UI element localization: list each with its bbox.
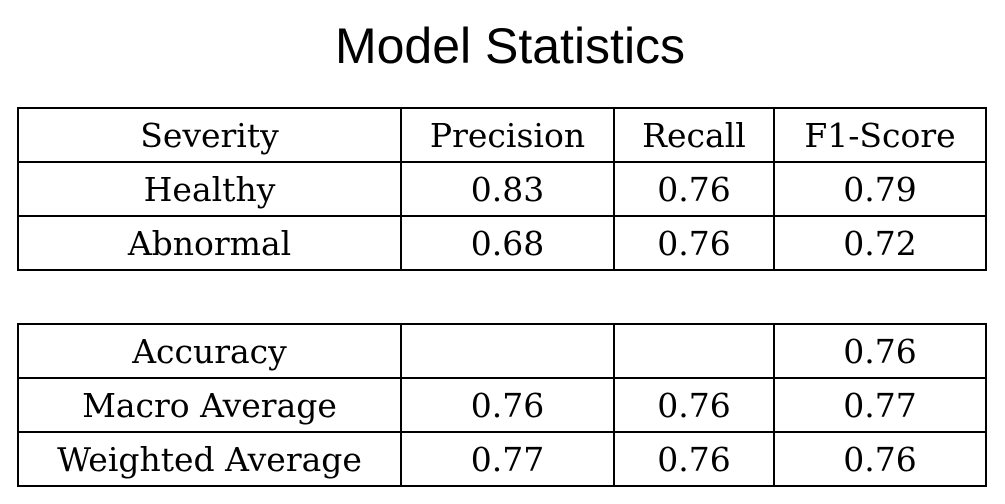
recall-value: 0.76 (613, 431, 775, 487)
row-label: Abnormal (17, 215, 402, 271)
row-label: Healthy (17, 161, 402, 217)
recall-value: 0.76 (613, 161, 775, 217)
summary-metrics-table: Accuracy 0.76 Macro Average 0.76 0.76 0.… (17, 323, 987, 487)
header-recall: Recall (613, 107, 775, 163)
recall-value: 0.76 (613, 215, 775, 271)
row-label: Accuracy (17, 323, 402, 379)
f1-value: 0.76 (773, 323, 987, 379)
table-row: Accuracy 0.76 (17, 323, 987, 379)
header-severity: Severity (17, 107, 402, 163)
precision-value: 0.76 (400, 377, 615, 433)
recall-value: 0.76 (613, 377, 775, 433)
header-precision: Precision (400, 107, 615, 163)
table-row: Abnormal 0.68 0.76 0.72 (17, 215, 987, 271)
table-header-row: Severity Precision Recall F1-Score (17, 107, 987, 163)
precision-value (400, 323, 615, 379)
header-f1-score: F1-Score (773, 107, 987, 163)
f1-value: 0.72 (773, 215, 987, 271)
table-row: Weighted Average 0.77 0.76 0.76 (17, 431, 987, 487)
f1-value: 0.79 (773, 161, 987, 217)
class-metrics-table: Severity Precision Recall F1-Score Healt… (17, 107, 987, 271)
table-row: Healthy 0.83 0.76 0.79 (17, 161, 987, 217)
row-label: Macro Average (17, 377, 402, 433)
page-title: Model Statistics (334, 18, 686, 74)
f1-value: 0.76 (773, 431, 987, 487)
row-label: Weighted Average (17, 431, 402, 487)
precision-value: 0.83 (400, 161, 615, 217)
recall-value (613, 323, 775, 379)
f1-value: 0.77 (773, 377, 987, 433)
table-row: Macro Average 0.76 0.76 0.77 (17, 377, 987, 433)
precision-value: 0.68 (400, 215, 615, 271)
precision-value: 0.77 (400, 431, 615, 487)
